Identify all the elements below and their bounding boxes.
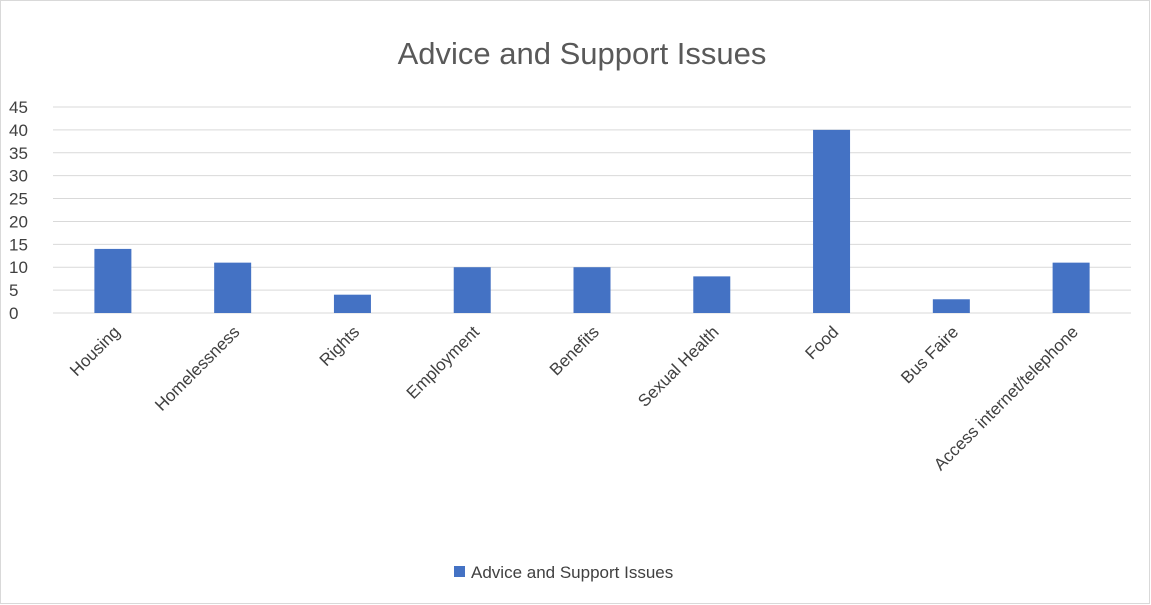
y-tick-label: 0 — [9, 304, 18, 323]
y-tick-label: 20 — [9, 212, 28, 231]
bar-food — [813, 129, 851, 313]
x-category-label: Rights — [316, 322, 364, 370]
y-tick-label: 5 — [9, 281, 18, 300]
bar-employment — [453, 267, 491, 313]
y-tick-label: 40 — [9, 121, 28, 140]
x-category-label: Homelessness — [151, 322, 243, 414]
x-category-label: Housing — [66, 322, 124, 380]
y-tick-label: 35 — [9, 144, 28, 163]
y-axis-tick-labels: 0 5 10 15 20 25 30 35 40 45 — [9, 98, 28, 323]
x-category-label: Sexual Health — [634, 322, 722, 410]
bar-homelessness — [214, 262, 252, 313]
bars — [94, 129, 1090, 313]
y-tick-label: 15 — [9, 235, 28, 254]
bar-rights — [333, 294, 371, 313]
y-tick-label: 30 — [9, 167, 28, 186]
bar-access-internet-telephone — [1052, 262, 1090, 313]
bar-housing — [94, 248, 132, 313]
y-tick-label: 25 — [9, 190, 28, 209]
x-category-label: Benefits — [546, 322, 603, 379]
bar-sexual-health — [693, 276, 731, 313]
x-category-label: Employment — [403, 322, 483, 402]
legend-label: Advice and Support Issues — [471, 563, 673, 582]
bar-benefits — [573, 267, 611, 313]
x-category-label: Access internet/telephone — [930, 322, 1082, 474]
x-axis-category-labels: Housing Homelessness Rights Employment Benef… — [66, 322, 1082, 474]
y-tick-label: 45 — [9, 98, 28, 117]
bar-bus-faire — [932, 299, 970, 313]
chart-title: Advice and Support Issues — [398, 36, 767, 71]
x-category-label: Food — [802, 322, 843, 363]
x-category-label: Bus Faire — [897, 322, 962, 387]
legend: Advice and Support Issues — [454, 563, 673, 582]
legend-swatch — [454, 566, 465, 577]
y-tick-label: 10 — [9, 258, 28, 277]
